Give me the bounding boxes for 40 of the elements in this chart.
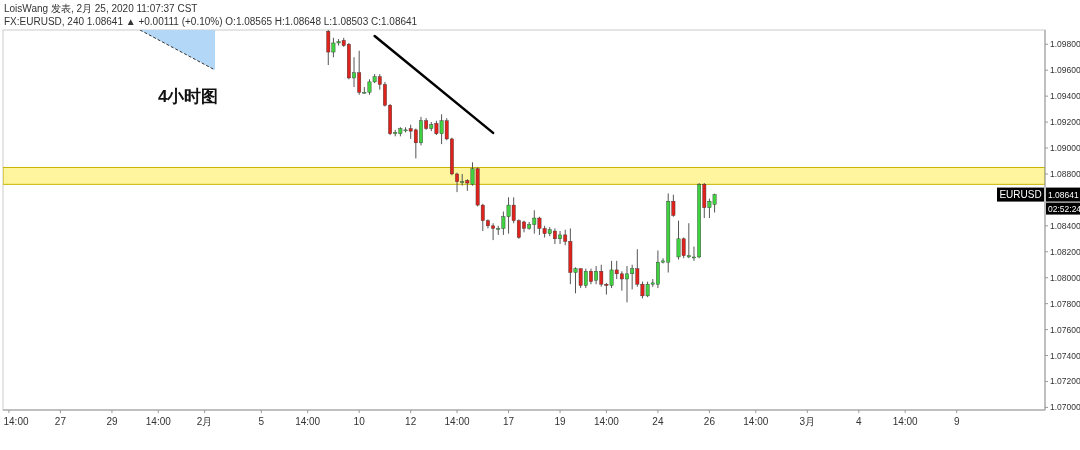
x-tick-label: 14:00 (743, 416, 769, 427)
y-tick-label: 1.07200 (1050, 376, 1080, 387)
x-tick-label: 14:00 (593, 416, 620, 427)
y-tick-label: 1.08800 (1050, 168, 1080, 179)
y-tick-label: 1.09000 (1050, 143, 1080, 154)
x-tick-label: 14:00 (892, 416, 919, 427)
y-tick-label: 1.09200 (1050, 117, 1080, 128)
annotation: 1.08641 (1048, 189, 1079, 200)
annotation: EURUSD (999, 189, 1042, 201)
y-tick-label: 1.09400 (1050, 91, 1080, 102)
y-tick-label: 1.09600 (1050, 65, 1080, 76)
x-tick-label: 3月 (799, 416, 816, 427)
x-tick-label: 27 (54, 416, 67, 427)
y-tick-label: 1.09800 (1050, 39, 1080, 50)
y-tick-label: 1.07000 (1050, 402, 1080, 413)
x-tick-label: 14:00 (3, 416, 29, 427)
y-tick-label: 1.07600 (1050, 324, 1080, 335)
x-tick-label: 2月 (196, 416, 213, 427)
x-tick-label: 29 (106, 416, 118, 427)
annotation: 4小时图 (158, 87, 219, 106)
x-tick-label: 14:00 (295, 416, 321, 427)
x-tick-label: 14:00 (444, 416, 470, 427)
x-tick-label: 4 (856, 416, 863, 427)
y-tick-label: 1.07400 (1050, 350, 1080, 361)
text: LoisWang 发表, 2月 25, 2020 11:07:37 CST (4, 3, 198, 14)
text: 02:52:24 (1048, 203, 1080, 214)
y-tick-label: 1.08200 (1050, 246, 1080, 257)
x-tick-label: 5 (258, 416, 265, 427)
x-tick-label: 9 (953, 416, 960, 427)
x-tick-label: 17 (502, 416, 515, 427)
x-tick-label: 14:00 (145, 416, 172, 427)
x-tick-label: 12 (405, 416, 417, 427)
text: FX:EURUSD, 240 1.08641 ▲ +0.00111 (+0.10%) O:1.08565 H:1.08648 L:1.08503 C:1.08641 (4, 16, 418, 27)
y-tick-label: 1.07800 (1050, 298, 1080, 309)
x-tick-label: 19 (554, 416, 567, 427)
x-tick-label: 26 (703, 416, 716, 427)
x-tick-label: 24 (652, 416, 664, 427)
y-tick-label: 1.08400 (1050, 220, 1080, 231)
x-tick-label: 10 (353, 416, 366, 427)
y-tick-label: 1.08000 (1050, 272, 1080, 283)
